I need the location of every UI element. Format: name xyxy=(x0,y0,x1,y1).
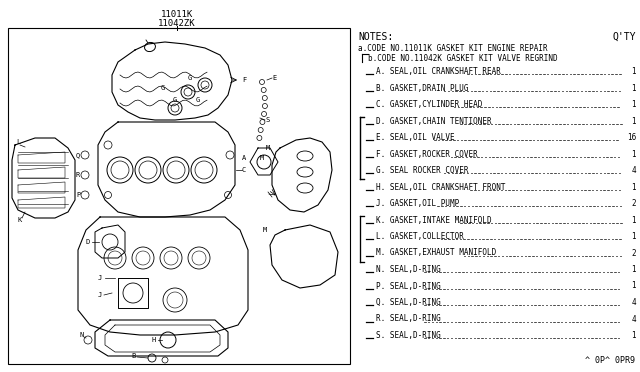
Text: a.CODE NO.11011K GASKET KIT ENGINE REPAIR: a.CODE NO.11011K GASKET KIT ENGINE REPAI… xyxy=(358,44,548,53)
Text: 11011K: 11011K xyxy=(161,10,193,19)
Text: J: J xyxy=(98,275,102,281)
Text: M: M xyxy=(260,155,264,161)
Text: S. SEAL,D-RING: S. SEAL,D-RING xyxy=(376,331,441,340)
Text: 1: 1 xyxy=(632,67,636,76)
Text: NOTES:: NOTES: xyxy=(358,32,393,42)
Text: G. SEAL ROCKER COVER: G. SEAL ROCKER COVER xyxy=(376,166,468,175)
Text: 16: 16 xyxy=(627,133,636,142)
Text: 4: 4 xyxy=(632,166,636,175)
Text: L: L xyxy=(16,139,20,145)
Text: L. GASKET,COLLECTOR: L. GASKET,COLLECTOR xyxy=(376,232,464,241)
Text: Q'TY: Q'TY xyxy=(612,32,636,42)
Text: B: B xyxy=(132,353,136,359)
Text: E. SEAL,OIL VALVE: E. SEAL,OIL VALVE xyxy=(376,133,454,142)
Text: S: S xyxy=(266,117,270,123)
Text: R: R xyxy=(76,172,80,178)
Text: 1: 1 xyxy=(632,150,636,158)
Text: N. SEAL,D-RING: N. SEAL,D-RING xyxy=(376,265,441,274)
Text: Q: Q xyxy=(76,152,80,158)
Bar xyxy=(8,28,350,364)
Text: E: E xyxy=(273,75,277,81)
Text: 1: 1 xyxy=(632,331,636,340)
Text: F: F xyxy=(242,77,246,83)
Text: b.CODE NO.11042K GASKET KIT VALVE REGRIND: b.CODE NO.11042K GASKET KIT VALVE REGRIN… xyxy=(368,54,557,63)
Text: D: D xyxy=(86,239,90,245)
Text: Q. SEAL,D-RING: Q. SEAL,D-RING xyxy=(376,298,441,307)
Text: 1: 1 xyxy=(632,83,636,93)
Text: G: G xyxy=(161,85,165,91)
Text: G: G xyxy=(196,97,200,103)
Text: H. SEAL,OIL CRANKSHAFT FRONT: H. SEAL,OIL CRANKSHAFT FRONT xyxy=(376,183,506,192)
Text: N: N xyxy=(80,332,84,338)
Text: 1: 1 xyxy=(632,265,636,274)
Text: R. SEAL,D-RING: R. SEAL,D-RING xyxy=(376,314,441,324)
Text: C: C xyxy=(242,167,246,173)
Text: 4: 4 xyxy=(632,314,636,324)
Text: M: M xyxy=(266,145,270,151)
Text: 1: 1 xyxy=(632,100,636,109)
Text: 1: 1 xyxy=(632,116,636,125)
Text: H: H xyxy=(152,337,156,343)
Text: J: J xyxy=(98,292,102,298)
Text: 11042ZK: 11042ZK xyxy=(158,19,196,28)
Text: ^ 0P^ 0PR9: ^ 0P^ 0PR9 xyxy=(585,356,635,365)
Text: G: G xyxy=(173,97,177,103)
Text: J. GASKET,OIL PUMP: J. GASKET,OIL PUMP xyxy=(376,199,460,208)
Text: K: K xyxy=(18,217,22,223)
Text: K. GASKET,INTAKE MANIFOLD: K. GASKET,INTAKE MANIFOLD xyxy=(376,215,492,224)
Text: 1: 1 xyxy=(632,232,636,241)
Text: P: P xyxy=(76,192,80,198)
Text: P. SEAL,D-RING: P. SEAL,D-RING xyxy=(376,282,441,291)
Text: 1: 1 xyxy=(632,282,636,291)
Text: D. GASKET,CHAIN TENTIONER: D. GASKET,CHAIN TENTIONER xyxy=(376,116,492,125)
Text: 1: 1 xyxy=(632,183,636,192)
Text: A: A xyxy=(242,155,246,161)
Text: C. GASKET,CYLINDER HEAD: C. GASKET,CYLINDER HEAD xyxy=(376,100,483,109)
Text: M. GASKET,EXHAUST MANIFOLD: M. GASKET,EXHAUST MANIFOLD xyxy=(376,248,496,257)
Text: B. GASKET,DRAIN PLUG: B. GASKET,DRAIN PLUG xyxy=(376,83,468,93)
Text: A. SEAL,OIL CRANKSHAFT REAR: A. SEAL,OIL CRANKSHAFT REAR xyxy=(376,67,501,76)
Text: M: M xyxy=(263,227,267,233)
Text: 4: 4 xyxy=(632,298,636,307)
Text: G: G xyxy=(188,75,192,81)
Text: 2: 2 xyxy=(632,248,636,257)
Text: F. GASKET,ROCKER COVER: F. GASKET,ROCKER COVER xyxy=(376,150,477,158)
Text: 1: 1 xyxy=(632,215,636,224)
Text: 2: 2 xyxy=(632,199,636,208)
